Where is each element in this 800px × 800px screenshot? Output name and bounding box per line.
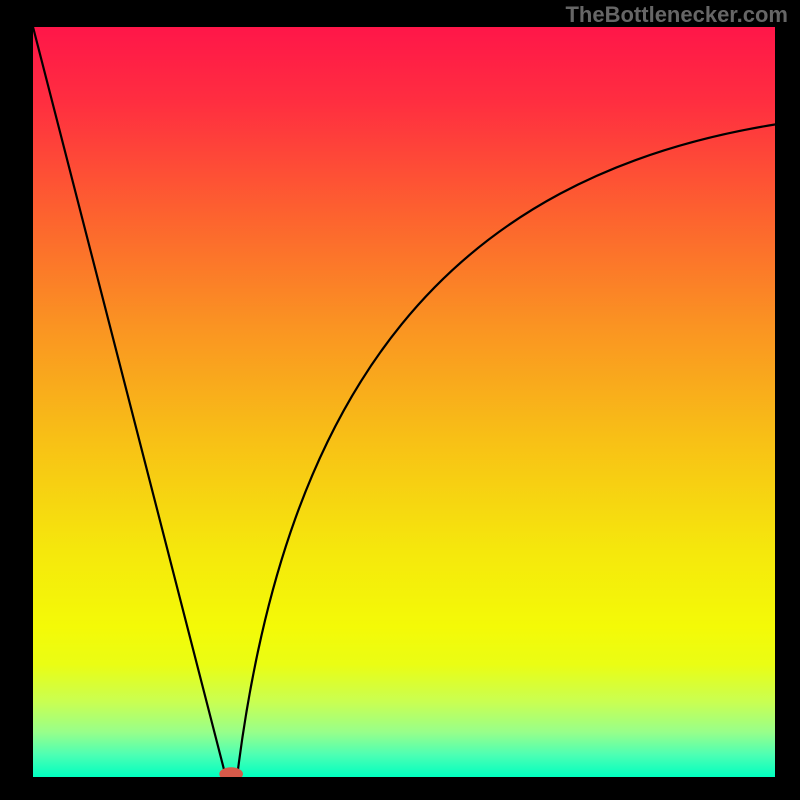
gradient-background xyxy=(33,27,775,777)
watermark-text: TheBottlenecker.com xyxy=(565,2,788,28)
chart-plot xyxy=(33,27,775,777)
figure-container: TheBottlenecker.com xyxy=(0,0,800,800)
